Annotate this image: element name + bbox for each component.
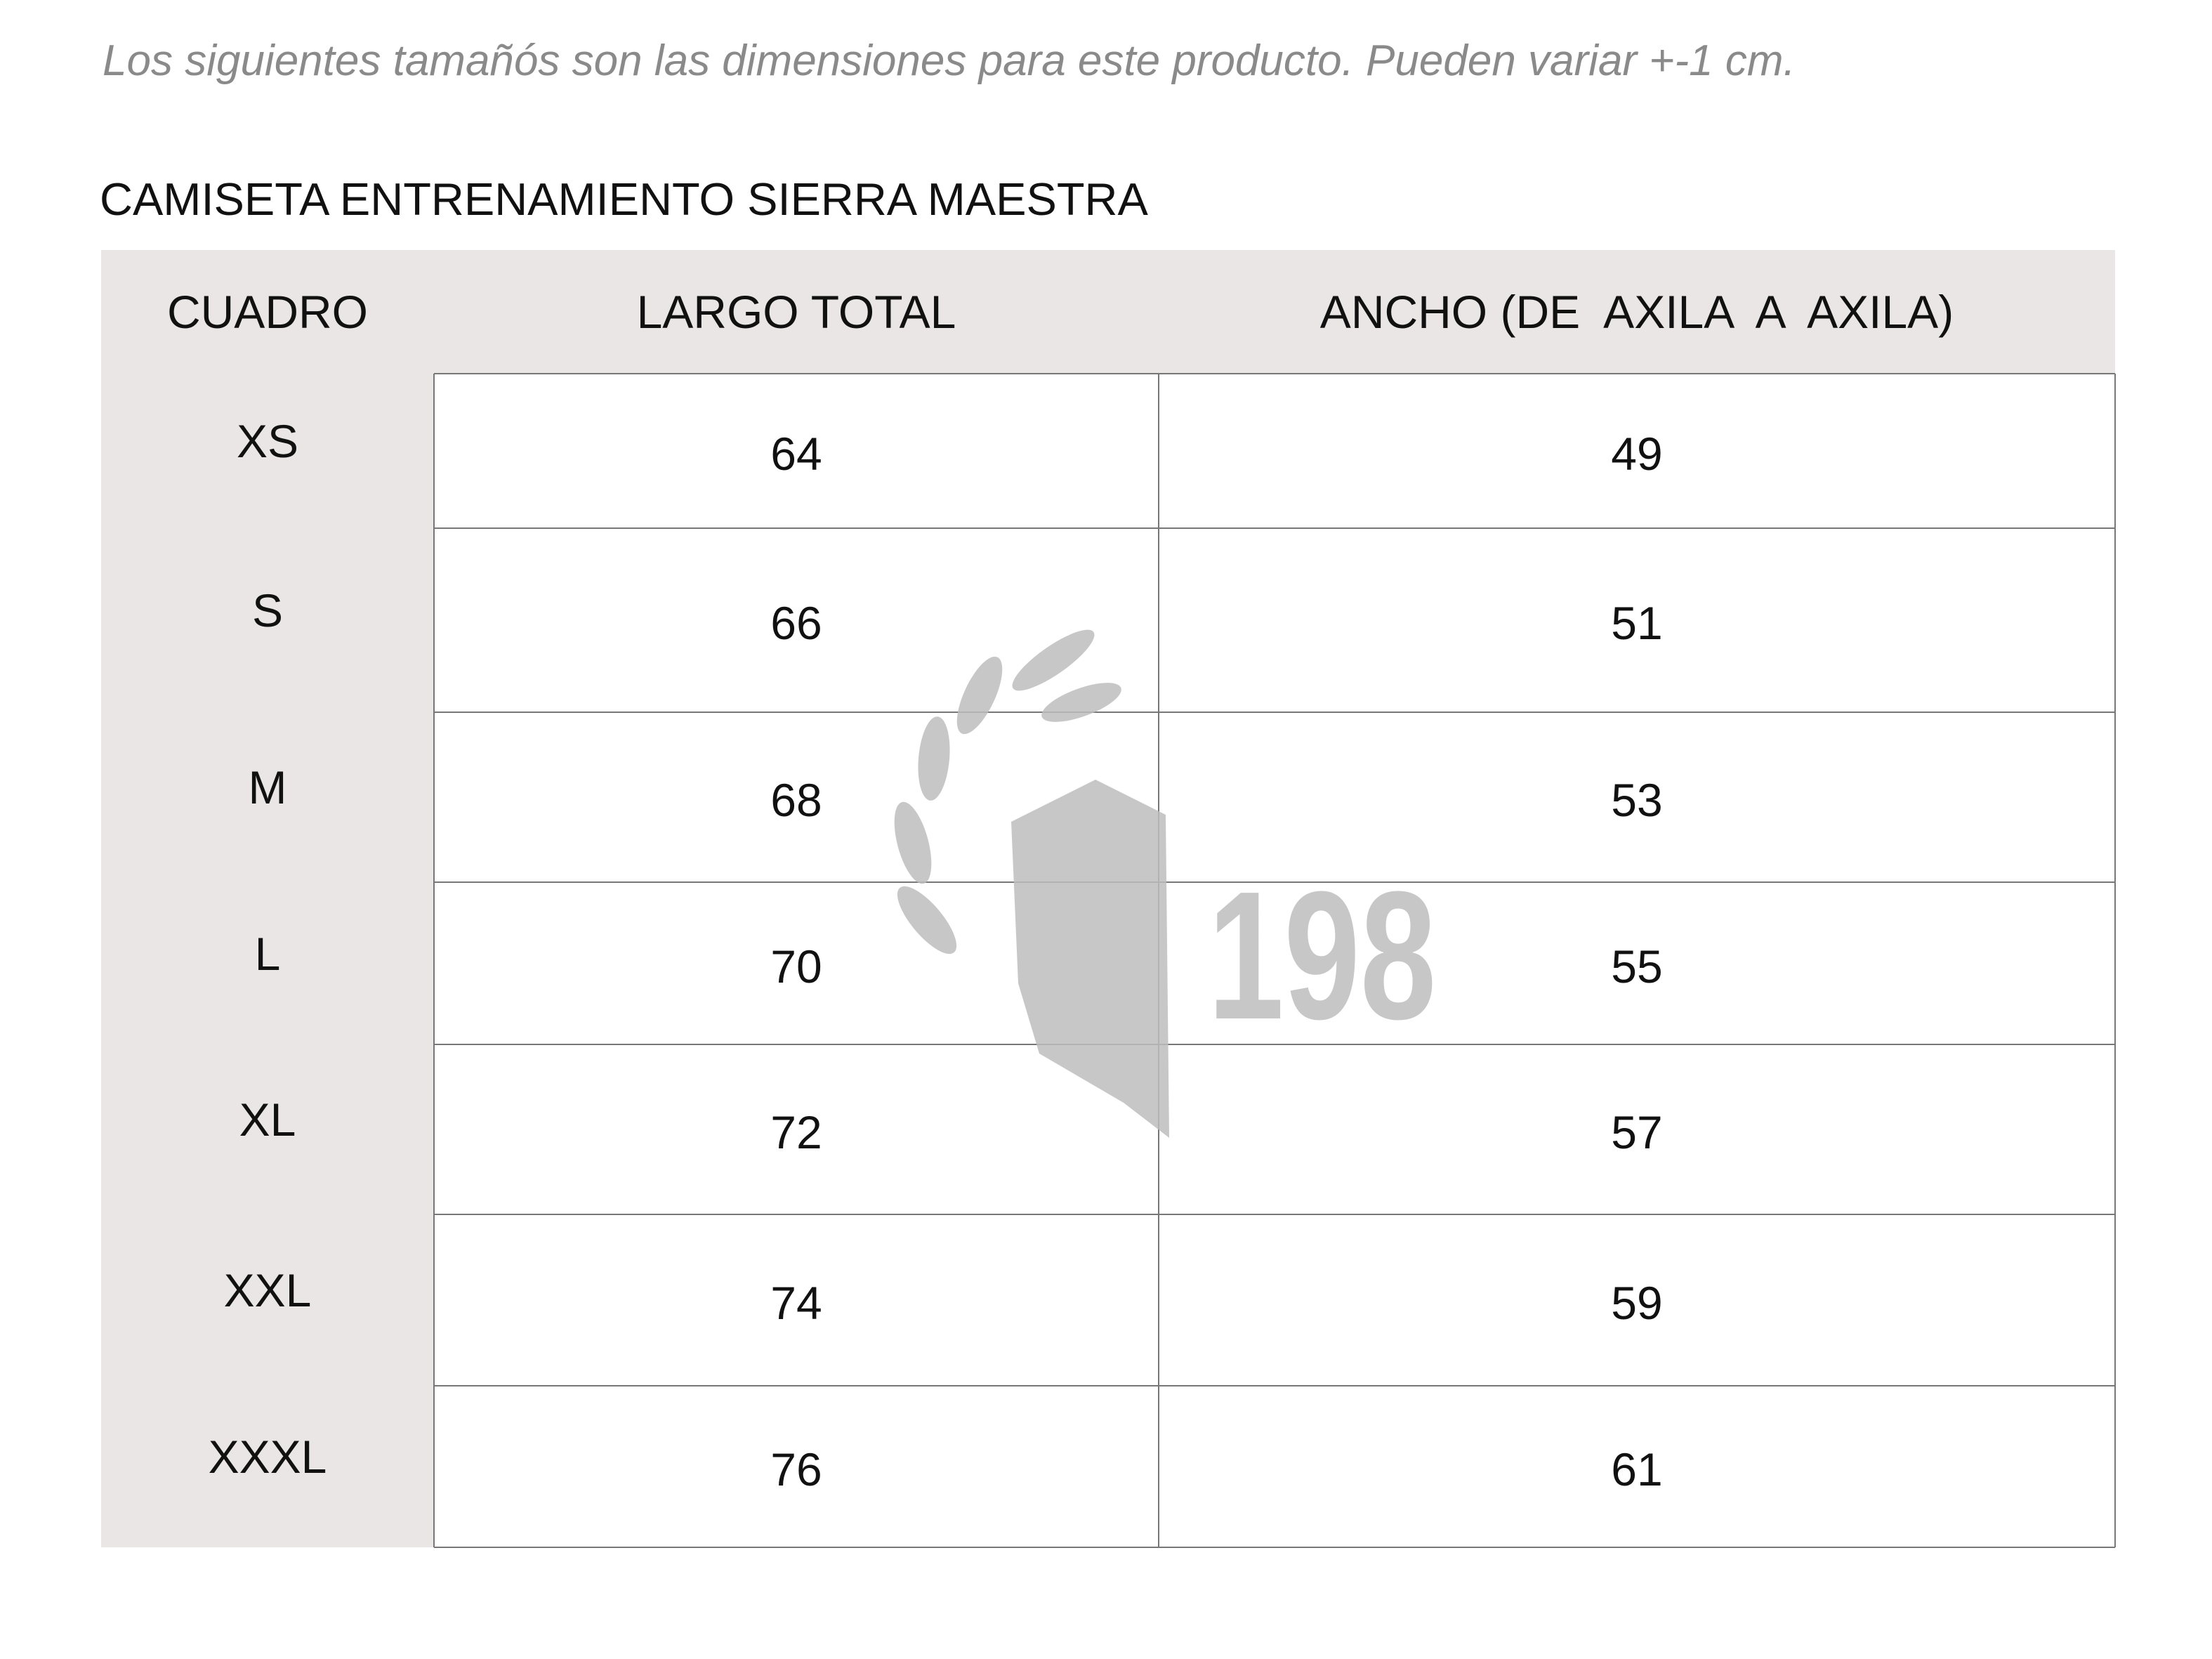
size-label: XXL [223, 1264, 312, 1316]
measurement: 68 [770, 774, 822, 826]
row-line [434, 1547, 2115, 1548]
product-title: CAMISETA ENTRENAMIENTO SIERRA MAESTRA [100, 173, 1148, 225]
size-label: M [248, 761, 287, 813]
row-line [434, 373, 2115, 374]
measurement: 55 [1611, 940, 1663, 992]
row-line [434, 527, 2115, 529]
column-header: CUADRO [166, 286, 368, 338]
column-line [2114, 374, 2116, 1547]
measurement: 59 [1611, 1277, 1663, 1329]
intro-text: Los siguientes tamañós son las dimension… [103, 37, 1796, 85]
size-label: XS [236, 415, 299, 467]
size-label: S [251, 584, 284, 636]
measurement: 51 [1611, 597, 1663, 649]
column-header: ANCHO (DE AXILA A AXILA) [1319, 286, 1954, 338]
column-header: LARGO TOTAL [636, 286, 956, 338]
row-line [434, 1044, 2115, 1045]
size-label: XL [239, 1094, 296, 1146]
measurement: 61 [1611, 1443, 1663, 1495]
column-line [433, 374, 435, 1547]
measurement: 70 [770, 940, 822, 992]
measurement: 53 [1611, 774, 1663, 826]
row-line [434, 1385, 2115, 1386]
row-line [434, 881, 2115, 883]
header-background [101, 250, 2115, 374]
measurement: 66 [770, 597, 822, 649]
measurement: 74 [770, 1277, 822, 1329]
measurement: 64 [770, 428, 822, 480]
measurement: 72 [770, 1106, 822, 1158]
column-line [1158, 374, 1159, 1547]
size-column-background [101, 374, 434, 1547]
size-label: L [254, 927, 281, 980]
row-line [434, 712, 2115, 713]
row-line [434, 1214, 2115, 1215]
size-label: XXXL [208, 1431, 327, 1483]
measurement: 49 [1611, 428, 1663, 480]
measurement: 57 [1611, 1106, 1663, 1158]
measurement: 76 [770, 1443, 822, 1495]
